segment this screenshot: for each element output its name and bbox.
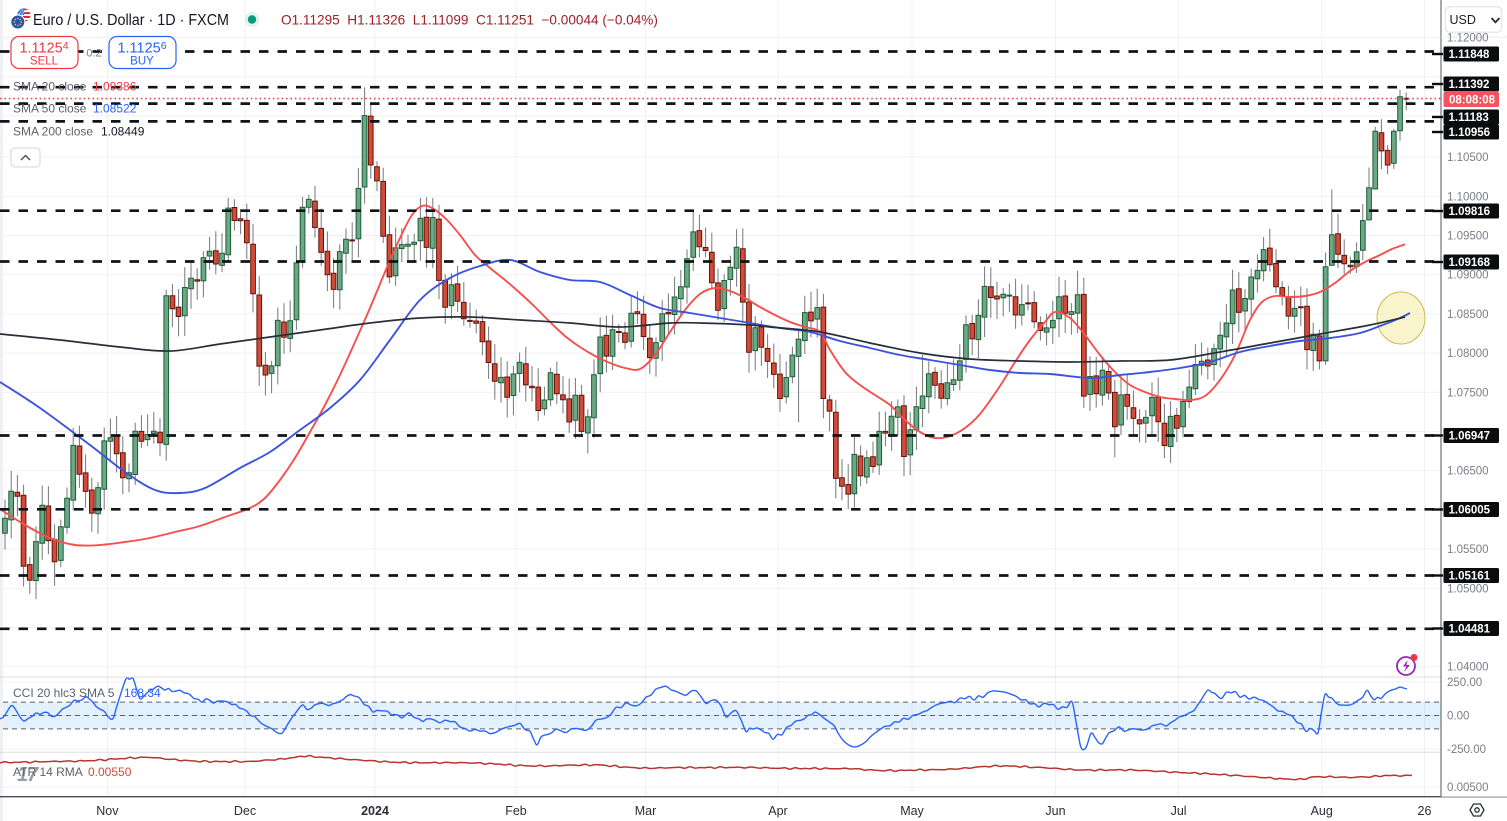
svg-text:1.09816: 1.09816 (1449, 206, 1491, 218)
svg-text:1.11183: 1.11183 (1449, 112, 1489, 124)
svg-text:1.09000: 1.09000 (1447, 270, 1489, 282)
svg-text:May: May (900, 804, 924, 818)
svg-text:Feb: Feb (505, 804, 527, 818)
svg-text:1.05161: 1.05161 (1449, 571, 1491, 583)
svg-text:26: 26 (1418, 804, 1432, 818)
svg-text:SELL: SELL (30, 56, 59, 68)
svg-text:1.10500: 1.10500 (1447, 152, 1489, 164)
svg-text:1.08522: 1.08522 (93, 102, 137, 116)
svg-text:1.08000: 1.08000 (1447, 348, 1489, 360)
svg-text:2024: 2024 (361, 804, 389, 818)
svg-text:0.00: 0.00 (1447, 711, 1469, 723)
svg-text:168.34: 168.34 (124, 686, 161, 700)
svg-text:1.05500: 1.05500 (1447, 544, 1489, 556)
svg-text:1.06005: 1.06005 (1449, 505, 1491, 517)
svg-text:1.12000: 1.12000 (1447, 33, 1489, 45)
svg-text:0.2: 0.2 (86, 48, 101, 60)
svg-text:USD: USD (1450, 13, 1476, 27)
svg-text:-250.00: -250.00 (1447, 744, 1486, 756)
svg-text:1.06947: 1.06947 (1449, 431, 1491, 443)
svg-text:1.09386: 1.09386 (93, 80, 137, 94)
svg-text:1.05000: 1.05000 (1447, 583, 1489, 595)
svg-text:Dec: Dec (234, 804, 256, 818)
svg-text:Aug: Aug (1311, 804, 1333, 818)
svg-text:Mar: Mar (635, 804, 657, 818)
svg-text:SMA 200 close: SMA 200 close (13, 125, 93, 139)
svg-text:SMA 20 close: SMA 20 close (13, 80, 87, 94)
svg-text:1.11848: 1.11848 (1449, 49, 1491, 61)
svg-text:1.04000: 1.04000 (1447, 662, 1489, 674)
svg-text:1.07500: 1.07500 (1447, 387, 1489, 399)
svg-text:BUY: BUY (130, 56, 154, 68)
svg-text:250.00: 250.00 (1447, 677, 1482, 689)
svg-text:1.09500: 1.09500 (1447, 231, 1489, 243)
svg-text:1.10000: 1.10000 (1447, 191, 1489, 203)
svg-text:Euro / U.S. Dollar · 1D · FXCM: Euro / U.S. Dollar · 1D · FXCM (33, 12, 229, 29)
svg-text:1.06500: 1.06500 (1447, 466, 1489, 478)
svg-text:1.09168: 1.09168 (1449, 257, 1491, 269)
svg-text:17: 17 (17, 764, 39, 786)
svg-text:1.11254: 1.11254 (19, 40, 68, 57)
svg-text:Jul: Jul (1171, 804, 1187, 818)
svg-text:CCI 20 hlc3 SMA 5: CCI 20 hlc3 SMA 5 (13, 686, 115, 700)
svg-text:SMA 50 close: SMA 50 close (13, 102, 87, 116)
svg-text:1.08500: 1.08500 (1447, 309, 1489, 321)
svg-text:1.10956: 1.10956 (1449, 127, 1491, 139)
svg-text:0.00500: 0.00500 (1447, 782, 1489, 794)
svg-text:0.00550: 0.00550 (88, 765, 132, 779)
svg-text:Nov: Nov (96, 804, 119, 818)
svg-text:08:08:08: 08:08:08 (1449, 95, 1496, 107)
svg-text:1.08449: 1.08449 (101, 125, 145, 139)
svg-text:Jun: Jun (1045, 804, 1065, 818)
svg-text:O1.11295 H1.11326 L1.11099: O1.11295 H1.11326 L1.11099 C1.11251 −0.0… (281, 13, 658, 28)
svg-text:Apr: Apr (768, 804, 787, 818)
svg-text:1.11256: 1.11256 (117, 40, 166, 57)
svg-text:ATR 14 RMA: ATR 14 RMA (13, 765, 83, 779)
svg-text:1.04481: 1.04481 (1449, 624, 1491, 636)
svg-text:1.11392: 1.11392 (1449, 79, 1490, 91)
